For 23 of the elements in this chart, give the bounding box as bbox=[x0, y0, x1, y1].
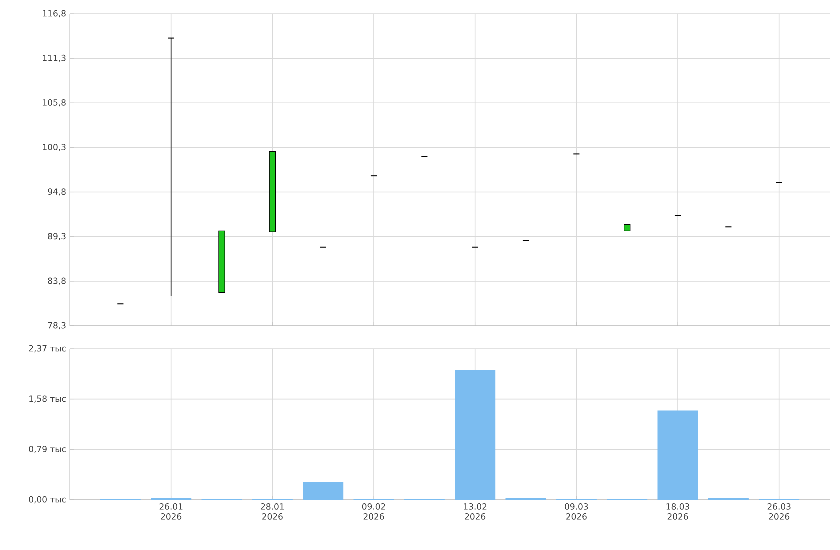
candlestick bbox=[168, 38, 175, 296]
y-tick-label: 89,3 bbox=[48, 233, 66, 240]
x-tick-label: 13.02 2026 bbox=[464, 504, 487, 520]
x-tick-label: 09.02 2026 bbox=[362, 504, 386, 520]
x-tick-label: 18.03 2026 bbox=[666, 504, 690, 520]
y-tick-label: 116,8 bbox=[43, 10, 66, 18]
y-tick-label: 105,8 bbox=[43, 100, 66, 107]
y-tick-label: 0,79 тыс bbox=[29, 446, 66, 454]
y-tick-label: 1,58 тыс bbox=[30, 396, 66, 403]
x-tick-label: 26.01 2026 bbox=[160, 504, 183, 520]
y-tick-label: 83,8 bbox=[48, 278, 66, 286]
x-tick-label: 28.01 2026 bbox=[261, 504, 284, 520]
x-tick-label: 26.03 2026 bbox=[768, 504, 791, 520]
y-tick-label: 111,3 bbox=[43, 54, 66, 62]
y-tick-label: 2,37 тыс bbox=[29, 345, 66, 353]
y-tick-label: 78,3 bbox=[48, 322, 66, 330]
y-tick-label: 0,00 тыс bbox=[29, 496, 66, 504]
x-tick-label: 09.03 2026 bbox=[565, 504, 588, 520]
y-tick-label: 100,3 bbox=[43, 144, 66, 152]
bar bbox=[455, 370, 496, 500]
y-tick-label: 94,8 bbox=[48, 188, 66, 196]
bar bbox=[658, 410, 698, 500]
bar bbox=[303, 482, 344, 500]
